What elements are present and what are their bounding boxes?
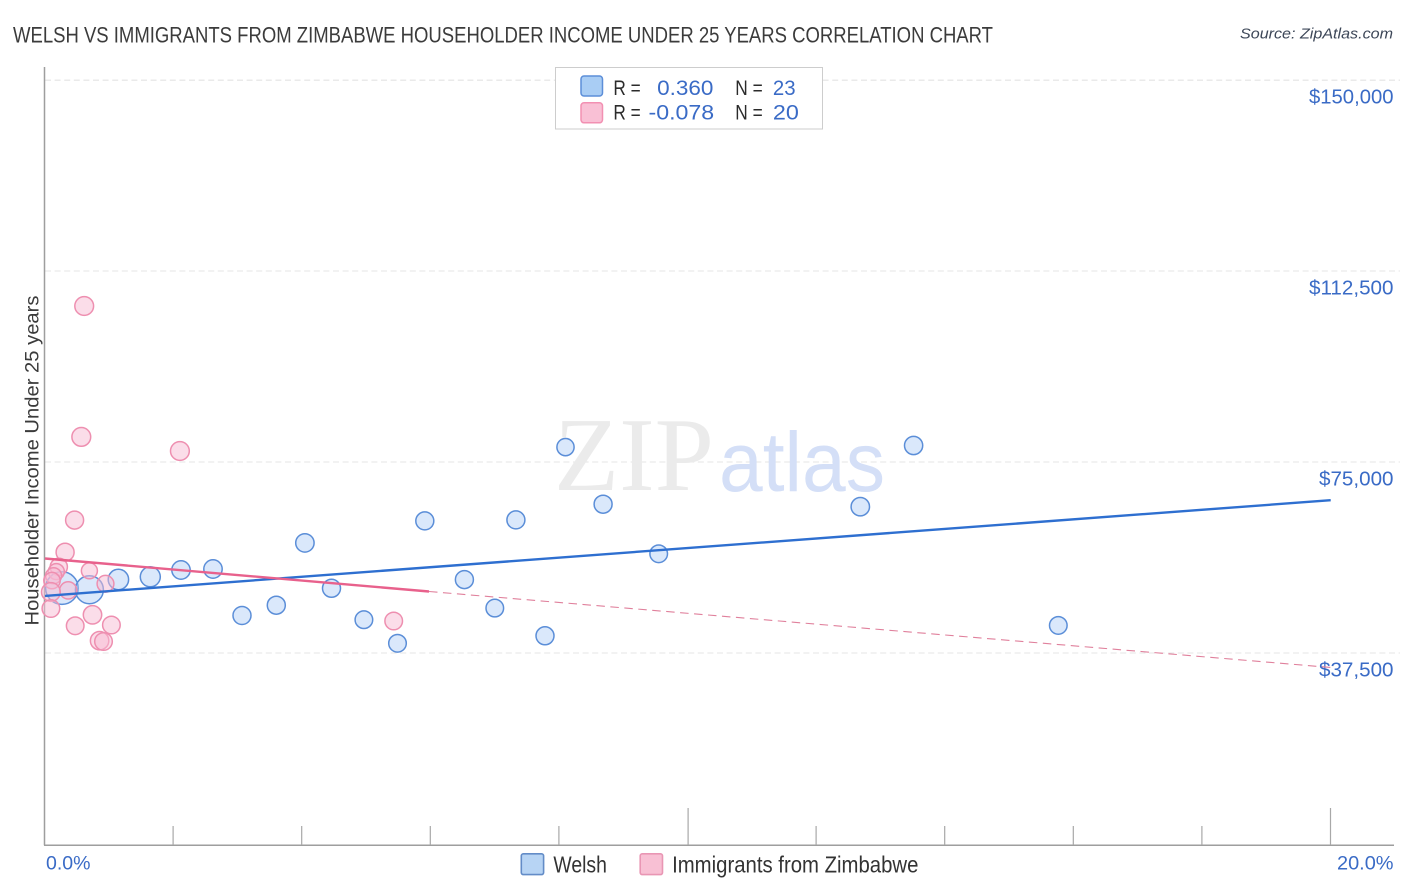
svg-text:WELSH VS IMMIGRANTS FROM ZIMBA: WELSH VS IMMIGRANTS FROM ZIMBABWE HOUSEH… (13, 22, 993, 47)
svg-text:0.360: 0.360 (657, 76, 713, 100)
svg-text:$150,000: $150,000 (1309, 87, 1394, 109)
svg-text:$112,500: $112,500 (1309, 278, 1394, 300)
svg-text:Householder Income Under 25 ye: Householder Income Under 25 years (21, 295, 43, 625)
svg-text:-0.078: -0.078 (649, 101, 715, 125)
svg-text:R =: R = (613, 76, 640, 100)
svg-text:20.0%: 20.0% (1337, 854, 1394, 875)
svg-text:23: 23 (773, 76, 796, 100)
svg-text:20: 20 (773, 101, 799, 125)
svg-text:0.0%: 0.0% (46, 854, 91, 875)
svg-text:R =: R = (613, 101, 640, 125)
svg-text:$75,000: $75,000 (1319, 469, 1394, 491)
svg-text:N =: N = (735, 76, 762, 100)
svg-text:Immigrants from Zimbabwe: Immigrants from Zimbabwe (672, 851, 918, 877)
svg-text:atlas: atlas (719, 415, 885, 509)
svg-text:N =: N = (735, 101, 762, 125)
svg-text:$37,500: $37,500 (1319, 660, 1394, 682)
svg-text:Source: ZipAtlas.com: Source: ZipAtlas.com (1240, 27, 1393, 43)
svg-text:ZIP: ZIP (554, 396, 714, 513)
svg-text:Welsh: Welsh (553, 851, 607, 877)
